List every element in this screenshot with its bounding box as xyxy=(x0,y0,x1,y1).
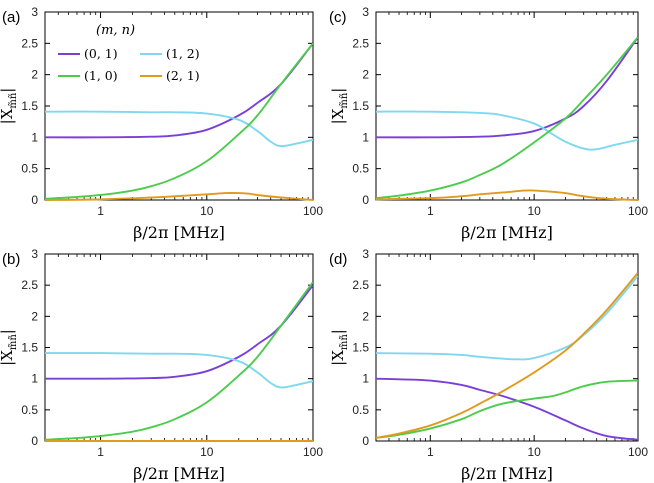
panel-label: (d) xyxy=(329,251,347,268)
x-axis-label: β/2π [MHz] xyxy=(133,464,225,483)
panel-b: 1 10 100 0 0.5 1 1.5 2 2.5 3 (b) β/2π [MHz] |Xm̃ñ| xyxy=(0,247,323,483)
y-axis-label: |Xm̃ñ| xyxy=(329,329,350,366)
panel-label: (b) xyxy=(2,251,20,268)
x-tick-label: 10 xyxy=(200,445,214,459)
y-tick-label: 1 xyxy=(31,130,38,144)
y-tick-label: 2 xyxy=(362,68,369,82)
y-tick-label: 3 xyxy=(362,247,369,261)
plot-frame xyxy=(375,11,639,201)
panel-label: (a) xyxy=(2,9,20,26)
series-line-10 xyxy=(45,42,313,200)
y-tick-label: 0 xyxy=(31,193,38,207)
panel-label: (c) xyxy=(329,9,347,26)
x-tick-label: 100 xyxy=(303,204,323,218)
series-line-12 xyxy=(45,110,313,148)
plot-frame xyxy=(375,253,639,442)
y-label-subscript: m̃ñ xyxy=(8,334,19,350)
y-label-close: | xyxy=(329,88,347,93)
x-tick-label: 100 xyxy=(628,204,648,218)
y-label-close: | xyxy=(329,329,347,334)
y-label-subscript: m̃ñ xyxy=(339,92,350,108)
y-tick-label: 3 xyxy=(31,5,38,19)
y-axis-label: |Xm̃ñ| xyxy=(0,329,19,366)
series-line-12 xyxy=(376,275,638,361)
x-tick-label: 100 xyxy=(303,445,323,459)
series-line-21 xyxy=(376,272,638,439)
y-tick-label: 1 xyxy=(31,372,38,386)
legend-entry: (1, 2) xyxy=(166,46,200,61)
y-tick-label: 0.5 xyxy=(352,162,369,176)
x-tick-label: 10 xyxy=(527,204,541,218)
x-tick-label: 10 xyxy=(200,204,214,218)
series-line-12 xyxy=(45,352,313,389)
x-axis-label: β/2π [MHz] xyxy=(133,223,225,242)
panel-d: 1 10 100 0 0.5 1 1.5 2 2.5 3 (d) β/2π [MHz] |Xm̃ñ| xyxy=(329,247,648,483)
x-axis-label: β/2π [MHz] xyxy=(461,223,553,242)
y-tick-label: 0.5 xyxy=(352,403,369,417)
y-tick-label: 2.5 xyxy=(352,278,369,292)
y-label-main: |X xyxy=(0,108,16,124)
y-tick-label: 3 xyxy=(31,247,38,261)
y-tick-label: 1 xyxy=(362,130,369,144)
x-tick-label: 10 xyxy=(527,445,541,459)
y-tick-label: 2 xyxy=(31,309,38,323)
y-label-close: | xyxy=(0,329,16,334)
y-tick-label: 1 xyxy=(362,372,369,386)
y-label-subscript: m̃ñ xyxy=(8,92,19,108)
series-line-10 xyxy=(376,36,638,200)
panel-a: 1 10 100 0 0.5 1 1.5 2 2.5 3 (a) β/2π [MHz] |Xm̃ñ| (m… xyxy=(0,5,323,242)
series-line-12 xyxy=(376,110,638,151)
y-tick-label: 1.5 xyxy=(21,99,38,113)
x-axis-label: β/2π [MHz] xyxy=(461,464,553,483)
series-line-21 xyxy=(45,192,313,201)
series-line-01 xyxy=(45,42,313,139)
x-tick-label: 1 xyxy=(97,204,104,218)
plot-frame xyxy=(44,11,314,201)
y-axis-label: |Xm̃ñ| xyxy=(0,88,19,125)
y-tick-label: 0 xyxy=(362,193,369,207)
y-label-main: |X xyxy=(0,350,16,366)
series-line-10 xyxy=(376,379,638,439)
y-tick-label: 1.5 xyxy=(21,341,38,355)
y-tick-label: 3 xyxy=(362,5,369,19)
y-tick-label: 0 xyxy=(362,434,369,448)
y-tick-label: 2.5 xyxy=(21,278,38,292)
y-tick-label: 2 xyxy=(31,68,38,82)
x-tick-label: 1 xyxy=(97,445,104,459)
series-line-01 xyxy=(376,377,638,441)
series-line-01 xyxy=(376,36,638,139)
legend-entry: (2, 1) xyxy=(166,68,200,83)
y-tick-label: 2.5 xyxy=(21,36,38,50)
y-axis-label: |Xm̃ñ| xyxy=(329,88,350,125)
x-tick-label: 1 xyxy=(427,445,434,459)
series-line-21 xyxy=(376,189,638,201)
legend-entry: (1, 0) xyxy=(84,68,118,83)
y-tick-label: 0.5 xyxy=(21,162,38,176)
y-label-main: |X xyxy=(329,350,347,366)
x-tick-label: 1 xyxy=(427,204,434,218)
legend: (m, n) (0, 1) (1, 2) (1, 0) (2, 1) xyxy=(58,23,200,83)
series-line-01 xyxy=(45,284,313,380)
legend-title: (m, n) xyxy=(96,23,135,38)
series-line-10 xyxy=(45,281,313,441)
y-label-close: | xyxy=(0,88,16,93)
y-label-subscript: m̃ñ xyxy=(339,334,350,350)
y-tick-label: 1.5 xyxy=(352,99,369,113)
y-tick-label: 2 xyxy=(362,309,369,323)
y-label-main: |X xyxy=(329,108,347,124)
legend-entry: (0, 1) xyxy=(84,46,118,61)
plot-frame xyxy=(44,253,314,442)
y-tick-label: 0 xyxy=(31,434,38,448)
panel-c: 1 10 100 0 0.5 1 1.5 2 2.5 3 (c) β/2π [MHz] |Xm̃ñ| xyxy=(329,5,648,242)
y-tick-label: 1.5 xyxy=(352,341,369,355)
x-tick-label: 100 xyxy=(628,445,648,459)
y-tick-label: 0.5 xyxy=(21,403,38,417)
y-tick-label: 2.5 xyxy=(352,36,369,50)
